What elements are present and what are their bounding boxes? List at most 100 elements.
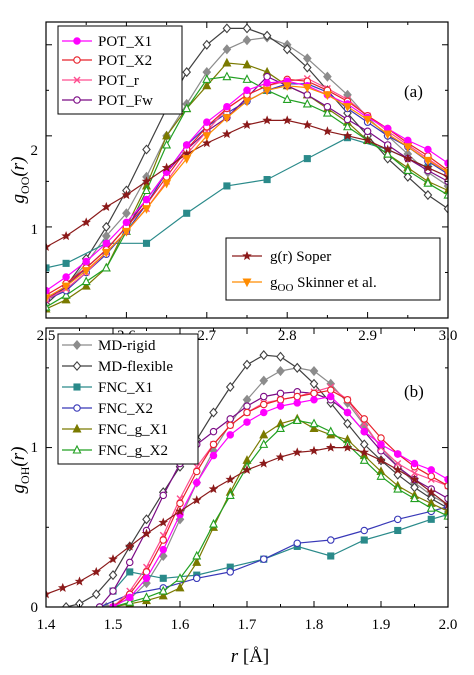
legend-marker <box>72 339 82 351</box>
data-point <box>443 168 448 178</box>
data-point <box>142 144 151 155</box>
data-point <box>309 445 319 455</box>
data-point <box>225 474 236 484</box>
legend-marker <box>72 444 82 454</box>
data-point <box>343 115 352 124</box>
data-point <box>46 301 51 311</box>
data-point <box>223 182 231 190</box>
data-point <box>158 517 169 527</box>
b-legend: MD-rigid MD-flexible FNC_X1 FNC_X2 FNC_g… <box>57 333 199 465</box>
data-point <box>309 418 319 428</box>
legend-entry-pot-x2 <box>62 56 92 64</box>
data-point <box>276 395 285 404</box>
data-point <box>101 262 111 272</box>
data-point <box>202 80 212 90</box>
data-point <box>263 72 271 81</box>
data-point <box>121 190 132 200</box>
data-point <box>394 460 402 468</box>
data-point <box>141 176 152 186</box>
legend-marker <box>73 404 81 412</box>
data-point <box>423 156 433 166</box>
data-point <box>282 115 292 125</box>
data-point <box>61 290 71 299</box>
data-point <box>101 201 112 211</box>
data-point <box>209 427 218 436</box>
data-point <box>162 179 172 189</box>
data-point <box>121 227 131 237</box>
a-legend-bottom: g(r) Soper gOO Skinner et al. <box>225 237 441 301</box>
legend-entry-md-flexible <box>62 360 92 372</box>
data-point <box>162 130 172 140</box>
data-point <box>182 155 192 164</box>
b-ytick-label: 0 <box>31 600 39 616</box>
data-point <box>242 59 252 69</box>
legend-marker <box>242 278 252 288</box>
data-point <box>243 408 251 417</box>
a-xtick-label: 2.9 <box>358 328 377 344</box>
data-point <box>326 386 335 394</box>
series-line-md-flexible <box>65 354 448 607</box>
data-point <box>259 400 268 409</box>
data-point <box>223 102 231 111</box>
data-point <box>410 459 419 468</box>
data-point <box>109 587 117 595</box>
data-point <box>193 478 201 487</box>
b-xtick-label: 1.8 <box>305 617 324 633</box>
legend-entry-fnc-x1 <box>62 383 92 391</box>
data-point <box>292 362 302 373</box>
data-point <box>323 71 332 82</box>
data-point <box>75 598 84 607</box>
data-point <box>125 597 135 606</box>
legend-entry-md-rigid <box>62 339 92 351</box>
legend-label: FNC_X1 <box>98 380 153 396</box>
data-point <box>91 566 102 576</box>
legend-marker <box>72 423 82 433</box>
data-point <box>242 359 252 370</box>
data-point <box>142 514 151 525</box>
data-point <box>101 248 111 258</box>
data-point <box>342 121 353 131</box>
data-point <box>363 115 373 125</box>
data-point <box>159 491 168 500</box>
data-point <box>427 466 435 474</box>
legend-label: gOO Skinner et al. <box>270 275 377 294</box>
data-point <box>310 395 318 404</box>
b-xtick-label: 1.4 <box>37 617 56 633</box>
data-point <box>322 126 333 136</box>
data-point <box>74 576 85 586</box>
data-point <box>226 415 235 423</box>
data-point <box>108 554 118 564</box>
data-point <box>282 94 292 103</box>
a-xtick-label: 2.8 <box>278 328 297 344</box>
data-point <box>175 582 185 592</box>
data-point <box>327 552 335 560</box>
data-point <box>282 82 292 91</box>
data-point <box>141 528 152 538</box>
data-point <box>141 592 152 601</box>
legend-label: POT_X2 <box>98 53 152 69</box>
data-point <box>293 399 301 407</box>
data-point <box>191 495 202 505</box>
data-point <box>61 230 71 241</box>
data-point <box>343 408 352 417</box>
series-line-fnc-x1 <box>112 513 448 592</box>
legend-entry-skinner <box>232 278 262 288</box>
b-legend-box <box>57 333 199 465</box>
data-point <box>262 86 272 96</box>
legend-label: POT_Fw <box>98 93 153 109</box>
data-point <box>259 555 268 563</box>
data-point <box>141 185 152 195</box>
data-point <box>276 389 285 398</box>
data-point <box>326 392 335 401</box>
data-point <box>377 434 385 442</box>
data-point <box>208 483 219 494</box>
data-point <box>360 427 368 436</box>
b-ylabel: gOH(r) <box>8 447 32 494</box>
data-point <box>276 366 285 377</box>
data-point <box>46 241 51 252</box>
data-point <box>360 526 368 535</box>
data-point <box>292 447 303 457</box>
data-point <box>81 217 91 227</box>
data-point <box>122 208 131 219</box>
data-point <box>142 574 151 583</box>
